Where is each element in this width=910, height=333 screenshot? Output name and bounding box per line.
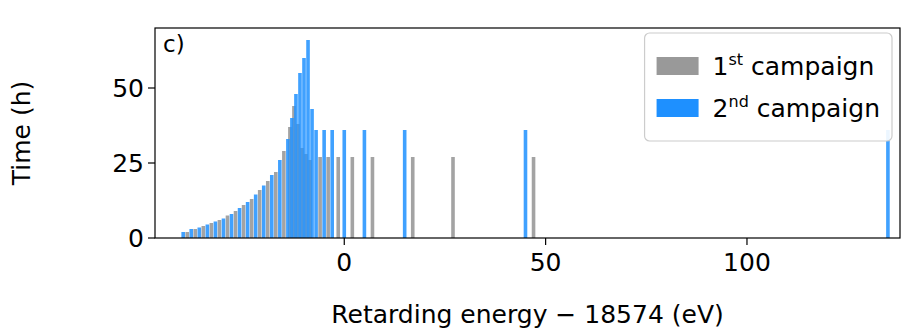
bar — [202, 226, 206, 238]
y-tick-label: 25 — [112, 149, 144, 178]
bar — [230, 214, 234, 238]
legend-label-part: st — [728, 50, 743, 69]
bar — [226, 216, 230, 239]
legend: 1st campaign2nd campaign — [645, 33, 892, 141]
legend-label-part: campaign — [749, 94, 880, 123]
bar — [181, 232, 185, 238]
bar — [286, 139, 290, 238]
bar — [246, 202, 250, 238]
bar — [234, 211, 238, 238]
bar — [210, 223, 214, 238]
bar — [306, 40, 310, 238]
legend-label-part: nd — [728, 92, 748, 111]
legend-label-part: campaign — [743, 52, 874, 81]
bar — [310, 109, 314, 238]
bar — [214, 222, 218, 239]
bar — [371, 157, 375, 238]
bar — [266, 181, 270, 238]
bar — [302, 58, 306, 238]
bar — [254, 195, 258, 239]
bar — [250, 199, 254, 238]
bar — [451, 157, 455, 238]
y-axis-title: Time (h) — [7, 81, 36, 186]
legend-label-part: 1 — [713, 52, 729, 81]
bar — [318, 157, 322, 238]
x-tick — [344, 238, 345, 245]
bar — [258, 190, 262, 238]
legend-label: 1st campaign — [713, 50, 875, 81]
bar — [242, 205, 246, 238]
bar — [193, 229, 197, 238]
bar — [185, 232, 189, 238]
bar — [886, 130, 890, 238]
x-tick — [545, 238, 546, 245]
chart: 0 50 100 0 25 50 Retarding energy − 18574 (eV)… — [0, 0, 910, 333]
legend-label: 2nd campaign — [713, 92, 880, 123]
bar — [330, 130, 334, 238]
bar — [222, 219, 226, 239]
bar — [270, 175, 274, 238]
bar — [197, 228, 201, 239]
y-tick — [148, 162, 155, 163]
bar — [314, 130, 318, 238]
bar — [290, 118, 294, 238]
x-tick-label: 50 — [530, 248, 562, 277]
bar — [524, 130, 528, 238]
x-tick-label: 100 — [723, 248, 771, 277]
bar — [298, 73, 302, 238]
bar — [342, 130, 346, 238]
plot-frame — [155, 28, 900, 238]
x-axis-title: Retarding energy − 18574 (eV) — [331, 300, 723, 329]
bar — [411, 157, 415, 238]
y-tick — [148, 237, 155, 238]
bar — [189, 229, 193, 238]
legend-swatch — [657, 99, 699, 117]
y-tick — [148, 87, 155, 88]
bar — [262, 186, 266, 239]
y-tick-label: 0 — [128, 224, 144, 253]
legend-label-part: 2 — [713, 94, 729, 123]
bar — [326, 157, 330, 238]
bar — [206, 225, 210, 239]
bar — [351, 157, 355, 238]
legend-swatch — [657, 57, 699, 75]
bar — [532, 157, 536, 238]
x-tick-label: 0 — [336, 248, 352, 277]
bar — [278, 160, 282, 238]
bar — [336, 157, 340, 238]
x-tick — [746, 238, 747, 245]
bar — [363, 130, 367, 238]
bar — [403, 130, 407, 238]
legend-box — [645, 33, 892, 141]
bar — [274, 172, 278, 238]
bar — [238, 208, 242, 238]
bar — [218, 220, 222, 238]
bar — [282, 151, 286, 238]
y-tick-label: 50 — [112, 74, 144, 103]
bar — [294, 94, 298, 238]
panel-label: c) — [163, 31, 185, 57]
bar — [322, 130, 326, 238]
